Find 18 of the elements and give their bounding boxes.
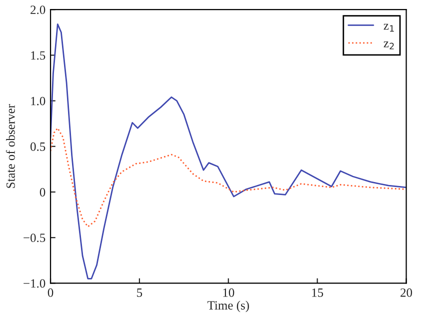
y-axis-title: State of observer <box>6 104 15 188</box>
legend-label: z$_{2}$ <box>384 42 394 50</box>
y-tick-label: 2.0 <box>30 6 46 14</box>
y-tick-label: 0.5 <box>30 142 46 151</box>
y-tick-label: 1.5 <box>31 51 46 60</box>
y-tick-label: −0.5 <box>24 234 46 242</box>
y-tick-label: −1.0 <box>24 279 46 288</box>
x-tick-label: 20 <box>400 288 412 297</box>
legend-label: z$_{1}$ <box>384 24 394 32</box>
x-tick-label: 0 <box>48 288 54 297</box>
y-tick-label: 0 <box>40 188 46 196</box>
line-series <box>50 127 406 228</box>
x-tick-label: 5 <box>137 288 142 297</box>
line-series <box>50 23 406 280</box>
x-tick-label: 10 <box>223 288 234 297</box>
y-tick-label: 1.0 <box>31 96 46 106</box>
x-tick-label: 15 <box>312 288 324 297</box>
x-axis-title: Time (s) <box>207 300 249 312</box>
